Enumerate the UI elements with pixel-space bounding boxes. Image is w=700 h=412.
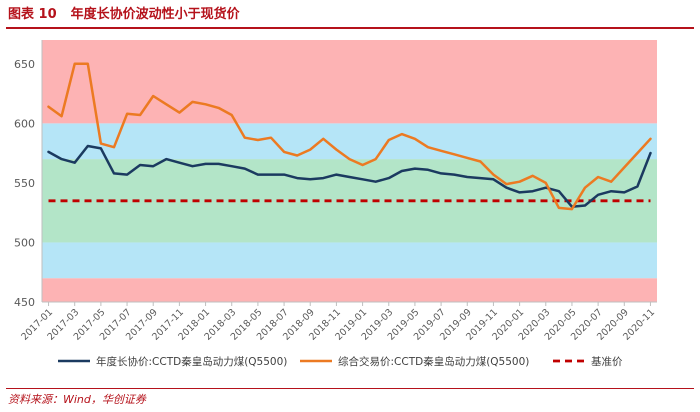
value-band-4 — [42, 123, 657, 160]
title-rule — [6, 27, 694, 29]
series-layer — [47, 62, 652, 211]
figure-title-text: 年度长协价波动性小于现货价 — [70, 7, 240, 22]
y-tick-label: 650 — [14, 58, 35, 71]
value-band-5 — [42, 40, 657, 124]
source-note: 资料来源：Wind，华创证券 — [8, 393, 146, 406]
line-chart: 4505005506006502017-012017-032017-052017… — [14, 40, 657, 368]
value-band-2 — [42, 242, 657, 279]
legend-label-2: 综合交易价:CCTD秦皇岛动力煤(Q5500) — [338, 355, 529, 368]
value-bands — [42, 40, 657, 302]
series-composite-trade-price — [47, 62, 652, 211]
y-tick-label: 500 — [14, 236, 35, 249]
value-band-1 — [42, 278, 657, 302]
figure-title: 图表 10 年度长协价波动性小于现货价 — [8, 5, 240, 25]
y-tick-label: 450 — [14, 296, 35, 309]
y-tick-label: 550 — [14, 177, 35, 190]
y-tick-label: 600 — [14, 117, 35, 130]
chart-legend: 年度长协价:CCTD秦皇岛动力煤(Q5500) 综合交易价:CCTD秦皇岛动力煤(… — [58, 355, 623, 368]
source-rule — [6, 388, 694, 389]
legend-label-1: 年度长协价:CCTD秦皇岛动力煤(Q5500) — [96, 355, 287, 368]
legend-label-3: 基准价 — [591, 355, 623, 368]
figure-number: 图表 10 — [8, 7, 57, 22]
